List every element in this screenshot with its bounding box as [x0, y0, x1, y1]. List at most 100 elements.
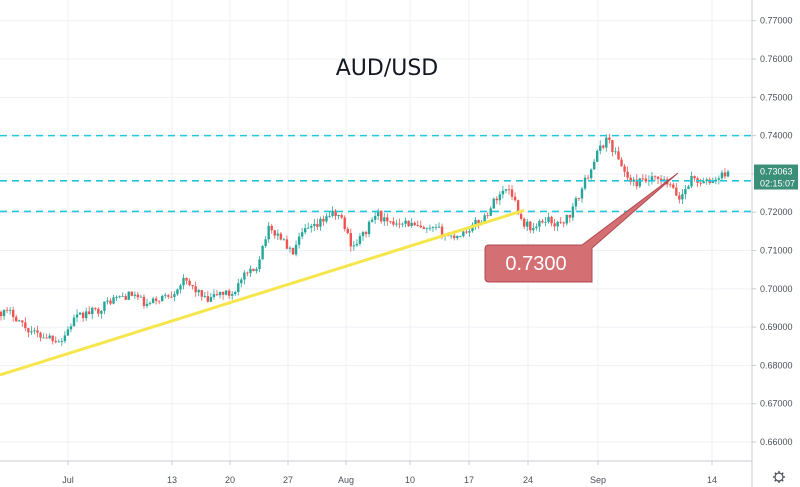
candle-body-216 — [656, 176, 660, 179]
candle-body-166 — [504, 189, 508, 191]
candle-body-41 — [124, 296, 127, 300]
candle-body-123 — [373, 216, 377, 220]
callout-label: 0.7300 — [505, 253, 566, 275]
candle-body-19 — [57, 341, 60, 343]
candle-body-232 — [705, 179, 708, 182]
candle-body-237 — [720, 172, 724, 179]
candle-body-51 — [154, 298, 158, 301]
candle-body-205 — [623, 166, 626, 172]
candle-body-85 — [258, 259, 261, 270]
candle-body-126 — [383, 217, 386, 222]
candle-body-185 — [562, 222, 565, 224]
candle-body-48 — [145, 303, 149, 306]
candle-body-9 — [27, 328, 30, 333]
candle-body-106 — [322, 218, 325, 222]
x-tick-8: Sep — [590, 475, 606, 485]
x-tick-0: Jul — [62, 475, 74, 485]
candle-body-199 — [605, 137, 608, 148]
candle-body-203 — [617, 151, 620, 160]
candle-body-163 — [495, 198, 499, 201]
candle-body-97 — [294, 244, 298, 255]
candle-body-104 — [316, 223, 319, 227]
candle-body-22 — [66, 329, 70, 336]
gear-tooth-7 — [781, 472, 784, 475]
gear-tooth-5 — [774, 472, 777, 475]
candle-body-99 — [300, 232, 304, 237]
candle-body-88 — [267, 225, 270, 240]
candle-body-139 — [422, 227, 426, 229]
candle-body-121 — [367, 221, 371, 235]
candle-body-150 — [456, 236, 459, 239]
candle-body-182 — [553, 223, 556, 227]
candle-body-186 — [565, 214, 568, 224]
candle-body-75 — [227, 290, 231, 296]
candle-body-58 — [176, 289, 179, 295]
y-tick-0: 0.77000 — [760, 16, 793, 26]
candle-body-131 — [398, 223, 401, 225]
price-badge-countdown: 02:15:07 — [760, 179, 795, 189]
last-price-badge: 0.73063 02:15:07 — [754, 164, 798, 190]
candle-body-119 — [361, 232, 365, 237]
candle-body-230 — [699, 182, 702, 184]
candle-body-125 — [380, 210, 383, 222]
candle-body-134 — [407, 220, 410, 227]
candle-body-238 — [723, 172, 727, 177]
candle-body-34 — [103, 301, 106, 311]
candle-body-138 — [419, 225, 422, 228]
candle-body-173 — [526, 221, 529, 227]
candle-body-227 — [690, 176, 693, 187]
candle-body-26 — [78, 312, 82, 315]
candle-body-31 — [94, 307, 97, 309]
x-tick-4: Aug — [338, 475, 354, 485]
candle-body-207 — [629, 177, 632, 182]
candle-body-143 — [434, 226, 438, 228]
candle-body-98 — [297, 236, 301, 245]
candle-body-141 — [428, 227, 432, 229]
candle-body-45 — [136, 294, 140, 298]
candle-body-179 — [544, 222, 547, 223]
candle-body-183 — [556, 221, 559, 227]
candle-body-14 — [42, 337, 45, 339]
candle-body-156 — [474, 220, 477, 225]
y-tick-2: 0.75000 — [760, 92, 793, 102]
y-tick-10: 0.67000 — [760, 399, 793, 409]
candle-body-135 — [410, 222, 413, 227]
candle-body-129 — [392, 221, 395, 225]
candle-body-184 — [559, 221, 562, 223]
candle-body-92 — [279, 233, 283, 240]
candle-body-76 — [230, 294, 234, 296]
candle-body-165 — [501, 190, 505, 195]
candle-body-32 — [97, 308, 100, 314]
candle-body-42 — [127, 291, 130, 300]
candle-body-1 — [2, 309, 6, 317]
candle-body-12 — [36, 330, 39, 333]
candle-body-154 — [468, 231, 471, 233]
candle-body-11 — [33, 330, 36, 332]
candle-body-164 — [498, 194, 502, 201]
candle-body-201 — [611, 140, 614, 152]
y-tick-6: 0.71000 — [760, 246, 793, 256]
candle-body-157 — [477, 220, 480, 224]
settings-icon[interactable] — [773, 471, 785, 483]
candle-body-162 — [492, 198, 495, 209]
candle-body-151 — [459, 236, 462, 237]
x-tick-7: 24 — [523, 475, 533, 485]
candle-body-38 — [115, 297, 118, 299]
candle-body-62 — [188, 280, 191, 286]
candle-body-225 — [684, 189, 687, 195]
candle-body-116 — [352, 245, 356, 247]
x-tick-2: 20 — [225, 475, 235, 485]
y-tick-8: 0.69000 — [760, 322, 793, 332]
candle-body-148 — [449, 235, 453, 237]
candle-body-60 — [182, 277, 185, 286]
candle-body-171 — [519, 213, 523, 219]
candle-body-73 — [221, 291, 225, 295]
candle-body-115 — [349, 233, 353, 247]
candle-body-8 — [24, 322, 27, 329]
candle-body-214 — [650, 176, 654, 181]
candle-body-23 — [69, 326, 73, 330]
candle-body-210 — [638, 178, 641, 187]
candle-body-70 — [212, 294, 216, 298]
candle-body-128 — [389, 221, 392, 223]
candle-body-105 — [319, 218, 322, 227]
